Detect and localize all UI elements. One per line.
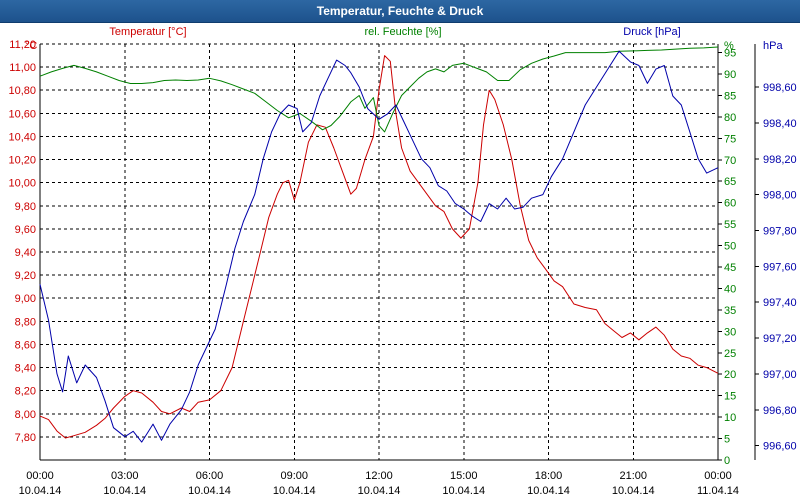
x-tick-time: 12:00 [365, 470, 393, 482]
axes-group: 7,80 8,00 8,20 8,40 8,60 8,80 9,00 9,20 9,40 9,60… [8, 26, 796, 497]
hum-tick-label: 25 [724, 348, 736, 360]
press-axis-title: Druck [hPa] [623, 26, 680, 38]
hum-tick-label: 50 [724, 241, 736, 253]
press-unit-label: hPa [763, 40, 783, 52]
hum-tick-label: 95 [724, 48, 736, 60]
hum-tick-label: 70 [724, 155, 736, 167]
hum-tick-label: 75 [724, 133, 736, 145]
temp-tick-label: 8,60 [15, 339, 36, 351]
x-tick-date: 10.04.14 [358, 485, 401, 497]
hum-tick-label: 80 [724, 112, 736, 124]
press-tick-label: 997,40 [763, 297, 797, 309]
x-tick-time: 21:00 [619, 470, 647, 482]
x-tick-time: 18:00 [535, 470, 563, 482]
x-tick-date: 10.04.14 [273, 485, 316, 497]
temp-tick-label: 10,80 [8, 85, 36, 97]
temp-tick-label: 9,00 [15, 293, 36, 305]
hum-tick-label: 40 [724, 283, 736, 295]
x-tick-date: 10.04.14 [527, 485, 570, 497]
hum-tick-label: 0 [724, 455, 730, 467]
temp-tick-label: 8,80 [15, 316, 36, 328]
x-tick-date: 10.04.14 [19, 485, 62, 497]
x-tick-time: 06:00 [196, 470, 224, 482]
hum-tick-label: 30 [724, 326, 736, 338]
x-tick-time: 03:00 [111, 470, 139, 482]
hum-tick-label: 85 [724, 90, 736, 102]
temp-axis-title: Temperatur [°C] [109, 26, 186, 38]
temp-tick-label: 9,80 [15, 201, 36, 213]
series-group [39, 46, 719, 443]
press-tick-label: 997,00 [763, 369, 797, 381]
hum-tick-label: 20 [724, 369, 736, 381]
x-tick-time: 09:00 [280, 470, 308, 482]
press-tick-label: 998,60 [763, 82, 797, 94]
window-title-bar: Temperatur, Feuchte & Druck [0, 0, 800, 23]
hum-tick-label: 55 [724, 219, 736, 231]
press-tick-label: 997,60 [763, 261, 797, 273]
hum-axis-title: rel. Feuchte [%] [364, 26, 441, 38]
press-tick-label: 998,20 [763, 154, 797, 166]
x-tick-date: 10.04.14 [612, 485, 655, 497]
temp-tick-label: 11,00 [9, 62, 36, 74]
temp-tick-label: 10,40 [8, 131, 36, 143]
temp-tick-label: 11,20 [9, 39, 36, 51]
temp-unit-label: °C [25, 40, 37, 52]
series-line-temp [39, 55, 719, 439]
x-tick-date: 10.04.14 [188, 485, 231, 497]
hum-tick-label: 60 [724, 198, 736, 210]
hum-tick-label: 10 [724, 412, 736, 424]
hum-tick-label: 5 [724, 434, 730, 446]
x-tick-date: 10.04.14 [103, 485, 146, 497]
hum-tick-label: 15 [724, 391, 736, 403]
press-tick-label: 998,40 [763, 118, 797, 130]
x-tick-time: 15:00 [450, 470, 478, 482]
temp-tick-label: 9,60 [15, 224, 36, 236]
press-tick-label: 996,80 [763, 405, 797, 417]
hum-tick-label: 35 [724, 305, 736, 317]
hum-unit-label: % [724, 40, 734, 52]
temp-tick-label: 10,20 [8, 155, 36, 167]
temp-tick-label: 10,00 [8, 178, 36, 190]
temp-tick-label: 8,20 [15, 386, 36, 398]
plot-frame [39, 44, 756, 461]
temp-tick-label: 10,60 [8, 108, 36, 120]
x-tick-date: 10.04.14 [442, 485, 485, 497]
temp-tick-label: 9,40 [15, 247, 36, 259]
x-tick-date: 11.04.14 [697, 485, 739, 497]
press-tick-label: 998,00 [763, 190, 797, 202]
press-tick-label: 997,80 [763, 225, 797, 237]
series-line-hum [39, 46, 719, 133]
window-title: Temperatur, Feuchte & Druck [316, 4, 484, 18]
hum-tick-label: 65 [724, 176, 736, 188]
hum-tick-label: 90 [724, 69, 736, 81]
press-tick-label: 996,60 [763, 441, 797, 453]
grid [40, 43, 718, 460]
temp-tick-label: 9,20 [15, 270, 36, 282]
press-tick-label: 997,20 [763, 333, 797, 345]
x-tick-time: 00:00 [704, 470, 732, 482]
temp-tick-label: 7,80 [15, 432, 36, 444]
hum-tick-label: 45 [724, 262, 736, 274]
temp-tick-label: 8,00 [15, 409, 36, 421]
temp-tick-label: 8,40 [15, 363, 36, 375]
series-line-press [39, 50, 719, 443]
x-tick-time: 00:00 [26, 470, 54, 482]
